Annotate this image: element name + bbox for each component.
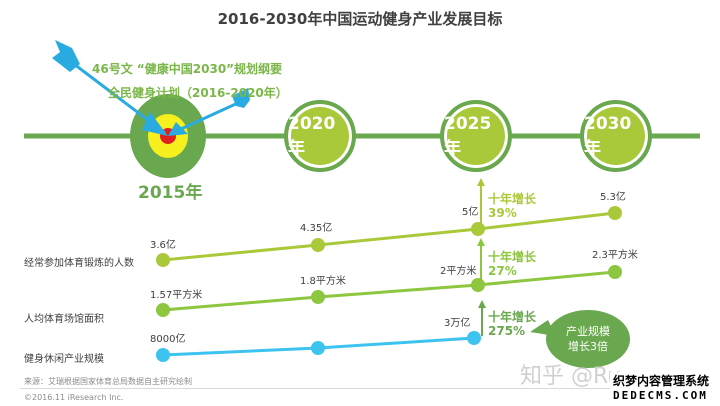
source-note: 来源：艾瑞根据国家体育总局数据自主研究绘制: [24, 377, 192, 386]
growth-arrow-icon-1: [477, 178, 485, 228]
milestone-2025: 2025年: [440, 100, 512, 172]
arrow-icon-right: [168, 88, 250, 136]
industry-growth-bubble: 产业规模 增长3倍: [546, 310, 630, 368]
arrow-icon-left: [52, 40, 168, 136]
value-label: 2平方米: [440, 266, 477, 277]
growth-arrow-icon-2: [477, 238, 485, 284]
milestone-2030: 2030年: [580, 100, 652, 172]
milestone-2020: 2020年: [284, 100, 356, 172]
value-label: 1.8平方米: [300, 276, 346, 287]
value-label: 1.57平方米: [150, 290, 203, 301]
footer-divider: [20, 388, 710, 389]
policy-line-1: 46号文 “健康中国2030”规划纲要: [92, 62, 283, 76]
copyright: ©2016.11 iResearch Inc.: [24, 393, 124, 402]
milestone-label: 2030年: [584, 113, 632, 159]
value-label: 8000亿: [150, 334, 186, 345]
value-label: 3万亿: [444, 318, 471, 329]
row-label-industry-scale: 健身休闲产业规模: [24, 354, 104, 365]
value-label: 3.6亿: [150, 240, 176, 251]
value-label: 4.35亿: [300, 223, 333, 234]
start-year-label: 2015年: [138, 183, 203, 203]
growth-label-1: 十年增长 39%: [488, 192, 537, 220]
value-label: 2.3平方米: [592, 250, 638, 261]
dedecms-watermark: 织梦内容管理系统 DEDECMS.COM: [610, 372, 713, 402]
row-label-venue-area: 人均体育场馆面积: [24, 314, 104, 325]
growth-label-2: 十年增长 27%: [488, 250, 537, 278]
value-label: 5.3亿: [600, 192, 626, 203]
milestone-label: 2020年: [288, 113, 336, 159]
value-label: 5亿: [462, 207, 479, 218]
row-label-exercise-population: 经常参加体育锻炼的人数: [24, 258, 134, 269]
milestone-label: 2025年: [444, 113, 492, 159]
growth-arrow-icon-3: [478, 300, 486, 336]
chart-title: 2016-2030年中国运动健身产业发展目标: [217, 10, 503, 28]
policy-line-2: 全民健身计划（2016-2020年）: [108, 86, 288, 100]
growth-label-3: 十年增长 275%: [488, 310, 537, 338]
